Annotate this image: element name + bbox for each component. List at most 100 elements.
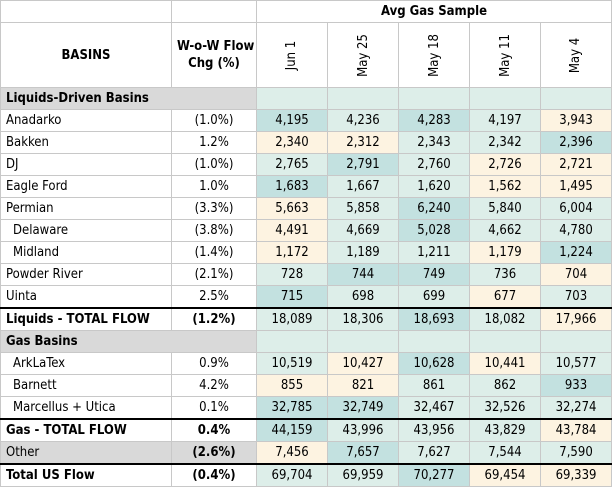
basin-name: Gas - TOTAL FLOW <box>0 418 172 442</box>
flow-value-cell: 7,627 <box>398 441 470 465</box>
table-row: DJ (1.0%) 2,765 2,791 2,760 2,726 2,721 <box>0 153 613 176</box>
wow-change-cell: (2.6%) <box>171 441 257 465</box>
header-main-row: BASINS W-o-W Flow Chg (%) Jun 1 May 25 M… <box>0 22 613 88</box>
flow-value-cell: 2,791 <box>327 153 399 176</box>
table-body: Liquids-Driven Basins Anadarko (1.0%) 4,195… <box>0 87 613 487</box>
basin-name: DJ <box>0 153 172 176</box>
flow-value-cell: 43,829 <box>469 418 541 442</box>
flow-value-cell: 821 <box>327 374 399 397</box>
date-label: May 11 <box>497 33 513 77</box>
table-row: Bakken 1.2% 2,340 2,312 2,343 2,342 2,396 <box>0 131 613 154</box>
flow-value-cell: 10,441 <box>469 352 541 375</box>
flow-value-cell: 2,312 <box>327 131 399 154</box>
flow-value-cell: 10,427 <box>327 352 399 375</box>
section-blank-cell <box>256 330 328 353</box>
date-header: May 18 <box>398 22 470 88</box>
flow-value-cell: 704 <box>539 263 613 286</box>
flow-value-cell: 70,277 <box>398 463 470 487</box>
flow-value-cell: 933 <box>539 374 613 397</box>
wow-change-cell: 0.1% <box>171 396 257 420</box>
basin-name: Eagle Ford <box>0 175 172 198</box>
section-header-row: Gas Basins <box>0 330 613 353</box>
flow-value-cell: 69,704 <box>256 463 328 487</box>
basin-name: Other <box>0 441 172 465</box>
basin-name: Uinta <box>0 285 172 309</box>
table-row: Powder River (2.1%) 728 744 749 736 704 <box>0 263 613 286</box>
flow-value-cell: 32,785 <box>256 396 328 420</box>
flow-value-cell: 728 <box>256 263 328 286</box>
wow-change-cell: 1.0% <box>171 175 257 198</box>
date-header: May 4 <box>539 22 613 88</box>
table-row: Eagle Ford 1.0% 1,683 1,667 1,620 1,562 1,495 <box>0 175 613 198</box>
flow-value-cell: 7,544 <box>469 441 541 465</box>
flow-value-cell: 17,966 <box>539 307 613 331</box>
flow-value-cell: 32,749 <box>327 396 399 420</box>
section-blank-cell <box>398 87 470 110</box>
wow-change-cell: (3.8%) <box>171 219 257 242</box>
section-header-row: Liquids-Driven Basins <box>0 87 613 110</box>
flow-value-cell: 855 <box>256 374 328 397</box>
table-row: Midland (1.4%) 1,172 1,189 1,211 1,179 1,224 <box>0 241 613 264</box>
flow-value-cell: 1,667 <box>327 175 399 198</box>
flow-value-cell: 5,840 <box>469 197 541 220</box>
table-row: Permian (3.3%) 5,663 5,858 6,240 5,840 6,004 <box>0 197 613 220</box>
flow-value-cell: 698 <box>327 285 399 309</box>
flow-value-cell: 2,760 <box>398 153 470 176</box>
wow-change-cell: (0.4%) <box>171 463 257 487</box>
basin-name: Liquids - TOTAL FLOW <box>0 307 172 331</box>
flow-value-cell: 18,089 <box>256 307 328 331</box>
flow-value-cell: 44,159 <box>256 418 328 442</box>
table-row: Uinta 2.5% 715 698 699 677 703 <box>0 285 613 309</box>
date-header: May 25 <box>327 22 399 88</box>
header-blank-cell <box>171 0 257 23</box>
flow-value-cell: 10,519 <box>256 352 328 375</box>
date-label: May 18 <box>426 33 442 77</box>
flow-value-cell: 1,620 <box>398 175 470 198</box>
flow-value-cell: 1,224 <box>539 241 613 264</box>
flow-value-cell: 749 <box>398 263 470 286</box>
total-row: Total US Flow (0.4%) 69,704 69,959 70,277 69,… <box>0 463 613 487</box>
section-blank-cell <box>256 87 328 110</box>
wow-chg-header: W-o-W Flow Chg (%) <box>171 22 257 88</box>
total-row: Gas - TOTAL FLOW 0.4% 44,159 43,996 43,956 43… <box>0 418 613 442</box>
flow-value-cell: 7,657 <box>327 441 399 465</box>
table-row: ArkLaTex 0.9% 10,519 10,427 10,628 10,441 10,5… <box>0 352 613 375</box>
flow-value-cell: 32,274 <box>539 396 613 420</box>
flow-value-cell: 69,959 <box>327 463 399 487</box>
flow-value-cell: 699 <box>398 285 470 309</box>
basin-name: ArkLaTex <box>0 352 172 375</box>
date-header: Jun 1 <box>256 22 328 88</box>
wow-change-cell: 0.9% <box>171 352 257 375</box>
flow-value-cell: 43,784 <box>539 418 613 442</box>
flow-value-cell: 6,240 <box>398 197 470 220</box>
table-row: Marcellus + Utica 0.1% 32,785 32,749 32,467 3… <box>0 396 613 420</box>
flow-value-cell: 744 <box>327 263 399 286</box>
date-label: May 25 <box>355 33 371 77</box>
wow-change-cell: 1.2% <box>171 131 257 154</box>
wow-change-cell: (1.0%) <box>171 109 257 132</box>
flow-value-cell: 1,189 <box>327 241 399 264</box>
flow-value-cell: 32,467 <box>398 396 470 420</box>
flow-value-cell: 10,628 <box>398 352 470 375</box>
wow-change-cell: (1.4%) <box>171 241 257 264</box>
flow-value-cell: 7,590 <box>539 441 613 465</box>
flow-value-cell: 2,343 <box>398 131 470 154</box>
date-header: May 11 <box>469 22 541 88</box>
flow-value-cell: 1,562 <box>469 175 541 198</box>
header-top-row: Avg Gas Sample <box>0 0 613 23</box>
basin-name: Anadarko <box>0 109 172 132</box>
section-blank-cell <box>539 87 613 110</box>
basin-name: Powder River <box>0 263 172 286</box>
wow-change-cell: (3.3%) <box>171 197 257 220</box>
section-blank-cell <box>398 330 470 353</box>
wow-change-cell: (1.0%) <box>171 153 257 176</box>
flow-value-cell: 43,956 <box>398 418 470 442</box>
basins-header: BASINS <box>0 22 172 88</box>
flow-value-cell: 5,028 <box>398 219 470 242</box>
flow-value-cell: 4,283 <box>398 109 470 132</box>
section-blank-cell <box>327 330 399 353</box>
flow-value-cell: 6,004 <box>539 197 613 220</box>
wow-change-cell: (1.2%) <box>171 307 257 331</box>
flow-value-cell: 2,721 <box>539 153 613 176</box>
